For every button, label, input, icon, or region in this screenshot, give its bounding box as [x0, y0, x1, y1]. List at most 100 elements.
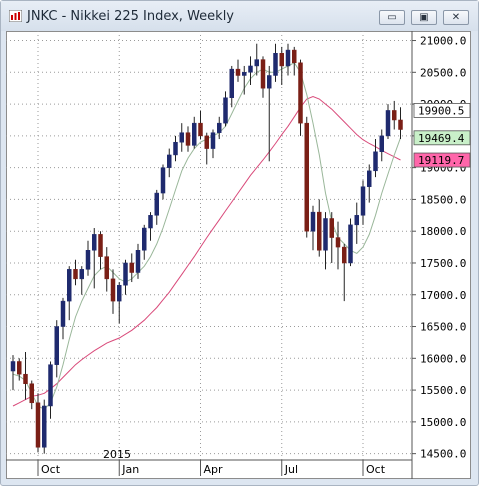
candle-body: [23, 373, 28, 384]
candle-up: [242, 65, 247, 95]
close-button[interactable]: ✕: [443, 10, 469, 25]
candle-up: [367, 164, 372, 203]
x-tick-label: Jan: [121, 463, 139, 476]
candle-up: [310, 205, 316, 251]
candle-up: [42, 399, 47, 454]
candle-body: [379, 135, 384, 153]
candle-body: [210, 132, 216, 149]
y-axis-labels: 21000.020500.020000.019500.019000.018500…: [412, 35, 466, 461]
candle-body: [392, 110, 397, 121]
candle-body: [60, 300, 66, 327]
candle-body: [248, 65, 253, 73]
candle-down: [204, 132, 209, 165]
candle-up: [217, 116, 222, 140]
candle-down: [304, 116, 309, 238]
candle-body: [85, 250, 91, 270]
candle-body: [229, 68, 234, 98]
y-tick-label: 17000.0: [420, 289, 466, 302]
candlestick-layer: [10, 43, 403, 454]
candle-down: [98, 231, 103, 270]
candle-body: [242, 72, 247, 76]
candle-body: [354, 215, 359, 226]
chart-app-icon: [9, 10, 22, 22]
candle-body: [110, 278, 116, 302]
y-tick-label: 16000.0: [420, 352, 466, 365]
x-tick-label: Apr: [204, 463, 224, 476]
window-title: JNKC - Nikkei 225 Index, Weekly: [27, 9, 234, 24]
candle-body: [367, 170, 372, 187]
title-bar[interactable]: JNKC - Nikkei 225 Index, Weekly ▭ ▣ ✕: [1, 1, 478, 31]
candle-up: [10, 355, 16, 391]
restore-button[interactable]: ▣: [411, 10, 437, 25]
last-value-tags: 19900.5 19469.4 19119.7: [413, 103, 471, 168]
candle-up: [354, 202, 359, 244]
y-tick-label: 14500.0: [420, 448, 466, 461]
candle-up: [60, 297, 66, 340]
restore-icon: ▣: [419, 12, 429, 23]
candle-body: [360, 186, 366, 216]
candle-up: [348, 218, 353, 267]
candle-body: [198, 122, 203, 137]
last-value-tag-ma-fast: 19469.4: [413, 130, 471, 146]
candle-up: [179, 123, 184, 152]
candle-up: [117, 282, 122, 324]
tag-box: [413, 152, 471, 168]
y-tick-label: 18000.0: [420, 225, 466, 238]
candle-up: [192, 116, 197, 149]
candle-up: [360, 180, 366, 225]
candle-down: [260, 56, 266, 98]
candle-body: [298, 62, 303, 124]
candle-down: [329, 212, 334, 263]
candle-up: [385, 104, 391, 140]
chart-canvas[interactable]: 21000.020500.020000.019500.019000.018500…: [6, 31, 471, 479]
candle-body: [167, 154, 172, 168]
candle-body: [148, 215, 153, 229]
candle-body: [223, 97, 228, 124]
x-axis-labels: Oct Jan Apr Jul Oct 2015: [37, 448, 386, 476]
minimize-button[interactable]: ▭: [379, 10, 405, 25]
candle-body: [73, 269, 78, 280]
candle-body: [267, 75, 272, 89]
candle-body: [273, 52, 278, 76]
candle-body: [310, 211, 316, 232]
tag-value: 19900.5: [418, 104, 464, 117]
candle-body: [204, 135, 209, 149]
close-icon: ✕: [451, 12, 461, 23]
candle-up: [67, 266, 72, 321]
candle-body: [192, 122, 197, 146]
candle-down: [279, 46, 284, 86]
candle-body: [185, 132, 191, 146]
candle-up: [160, 164, 166, 200]
y-tick-label: 15000.0: [420, 416, 466, 429]
candle-up: [210, 129, 216, 159]
candle-up: [85, 240, 91, 276]
y-tick-label: 15500.0: [420, 384, 466, 397]
last-value-tag-close: 19900.5: [413, 103, 471, 118]
candle-body: [92, 234, 97, 251]
candle-up: [79, 266, 84, 295]
candle-down: [317, 199, 322, 257]
candle-body: [104, 256, 109, 280]
candle-body: [373, 151, 378, 172]
candle-down: [335, 221, 341, 270]
candle-up: [223, 91, 228, 127]
candle-body: [348, 224, 353, 264]
candle-body: [67, 269, 72, 302]
candle-body: [54, 326, 59, 365]
candle-up: [173, 135, 178, 162]
candle-body: [217, 122, 222, 133]
candle-body: [260, 59, 266, 89]
candle-body: [79, 269, 84, 280]
candle-body: [173, 141, 178, 156]
tag-value: 19119.7: [418, 154, 464, 167]
candle-body: [154, 192, 159, 216]
chart-frame: [6, 31, 471, 479]
candle-down: [17, 358, 22, 381]
y-tick-label: 20500.0: [420, 66, 466, 79]
candle-body: [398, 119, 403, 130]
candle-down: [398, 107, 403, 140]
minimize-icon: ▭: [387, 12, 397, 23]
candle-up: [148, 212, 153, 241]
candle-body: [117, 284, 122, 302]
y-tick-label: 17500.0: [420, 257, 466, 270]
